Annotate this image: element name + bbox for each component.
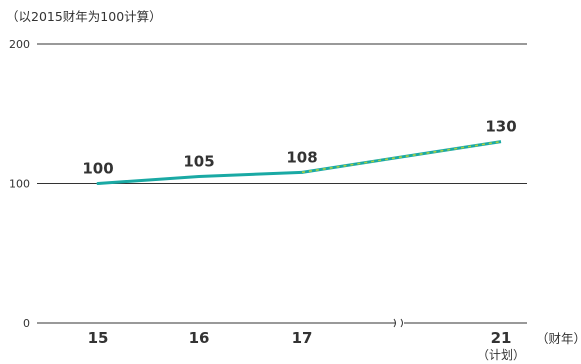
data-labels: 100 105 108 130: [82, 118, 516, 178]
x-axis-unit: （财年）: [536, 331, 581, 346]
series-actual-line: [96, 170, 304, 185]
data-series: [96, 140, 502, 185]
axis-break-mark: [393, 318, 404, 328]
axis-break-stroke: [393, 318, 396, 328]
x-tick-label: 21: [491, 329, 512, 347]
x-tick-label: 15: [88, 329, 109, 347]
x-tick-label: 16: [189, 329, 210, 347]
data-label: 130: [485, 118, 516, 136]
y-tick-label: 0: [23, 317, 30, 330]
x-axis-ticks: 15 16 17 21（计划）: [88, 329, 525, 362]
x-tick-sublabel: （计划）: [477, 348, 525, 362]
axis-break-stroke: [400, 318, 403, 328]
data-label: 108: [286, 148, 317, 166]
x-tick-label: 17: [292, 329, 313, 347]
series-forecast-dash: [301, 140, 502, 174]
data-label: 100: [82, 160, 113, 178]
y-axis-ticks: 0 100 200: [9, 38, 30, 330]
y-tick-label: 200: [9, 38, 30, 51]
chart-unit-note: （以2015财年为100计算）: [6, 9, 162, 24]
data-label: 105: [183, 153, 214, 171]
y-tick-label: 100: [9, 178, 30, 191]
axis-break-gap: [396, 318, 404, 328]
